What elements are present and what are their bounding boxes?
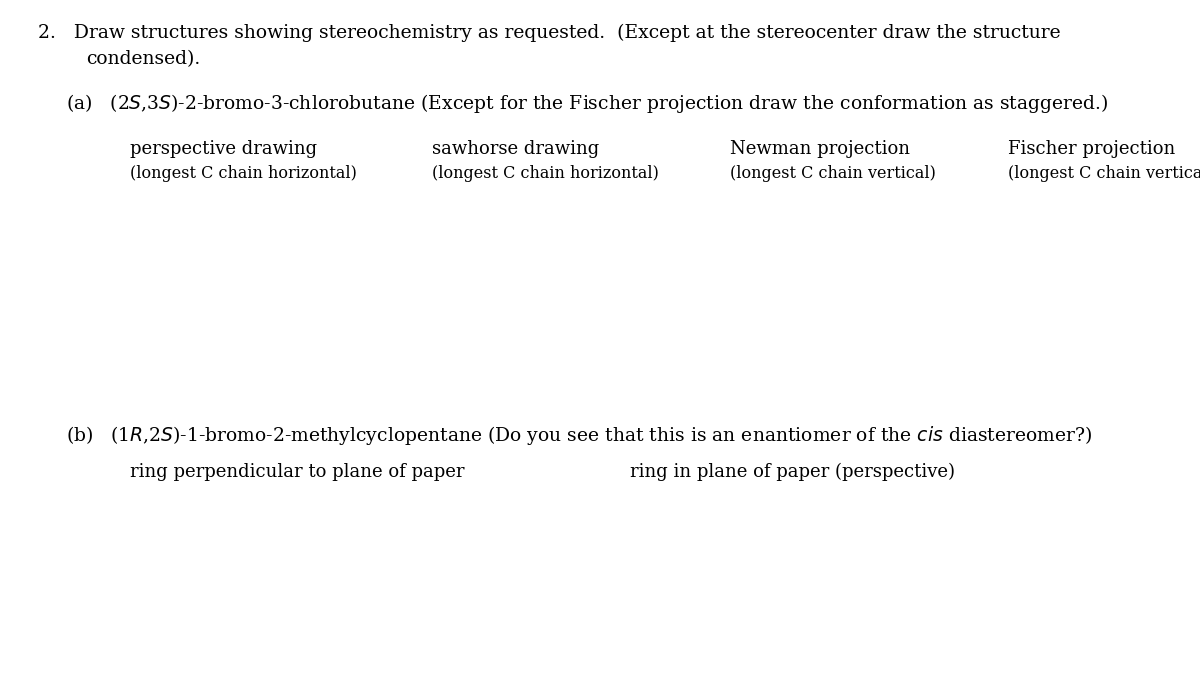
Text: condensed).: condensed). (86, 50, 200, 68)
Text: Fischer projection: Fischer projection (1008, 140, 1175, 158)
Text: sawhorse drawing: sawhorse drawing (432, 140, 599, 158)
Text: (longest C chain vertical): (longest C chain vertical) (730, 165, 936, 182)
Text: (longest C chain vertical): (longest C chain vertical) (1008, 165, 1200, 182)
Text: (longest C chain horizontal): (longest C chain horizontal) (130, 165, 356, 182)
Text: ring perpendicular to plane of paper: ring perpendicular to plane of paper (130, 463, 464, 481)
Text: perspective drawing: perspective drawing (130, 140, 317, 158)
Text: (a)   (2$\mathit{S}$,3$\mathit{S}$)-2-bromo-3-chlorobutane (Except for the Fisch: (a) (2$\mathit{S}$,3$\mathit{S}$)-2-brom… (66, 92, 1109, 115)
Text: Newman projection: Newman projection (730, 140, 910, 158)
Text: 2.   Draw structures showing stereochemistry as requested.  (Except at the stere: 2. Draw structures showing stereochemist… (38, 24, 1061, 42)
Text: (b)   (1$\mathit{R}$,2$\mathit{S}$)-1-bromo-2-methylcyclopentane (Do you see tha: (b) (1$\mathit{R}$,2$\mathit{S}$)-1-brom… (66, 424, 1093, 447)
Text: (longest C chain horizontal): (longest C chain horizontal) (432, 165, 659, 182)
Text: ring in plane of paper (perspective): ring in plane of paper (perspective) (630, 463, 955, 481)
